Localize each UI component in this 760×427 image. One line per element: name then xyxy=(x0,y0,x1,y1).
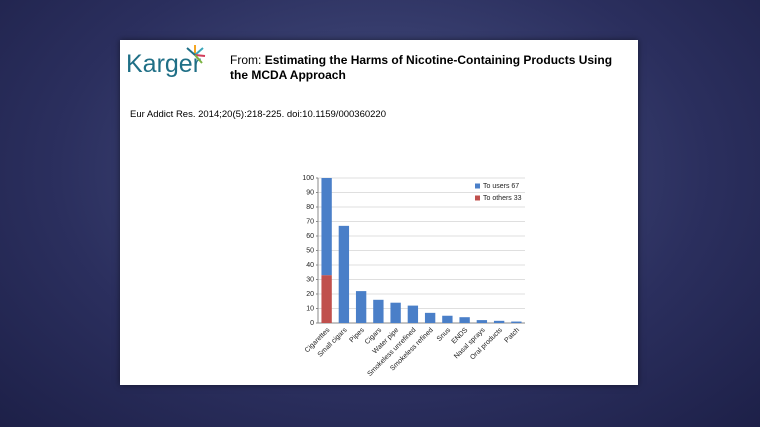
logo: Karger xyxy=(126,45,206,79)
heading: From: Estimating the Harms of Nicotine-C… xyxy=(230,53,630,83)
y-tick-label: 80 xyxy=(306,204,314,211)
bar xyxy=(424,312,436,323)
y-tick-label: 70 xyxy=(306,218,314,225)
y-tick-label: 50 xyxy=(306,247,314,254)
bar xyxy=(373,299,384,323)
bar xyxy=(338,225,350,323)
from-label: From: xyxy=(230,53,262,67)
bar xyxy=(321,275,332,323)
bar xyxy=(407,305,419,323)
citation: Eur Addict Res. 2014;20(5):218-225. doi:… xyxy=(130,109,386,120)
bar xyxy=(390,302,401,323)
legend-swatch xyxy=(475,183,480,189)
y-tick-label: 40 xyxy=(306,262,314,269)
y-tick-label: 60 xyxy=(306,233,314,240)
bar xyxy=(355,291,367,323)
logo-text: Karger xyxy=(126,50,202,78)
y-tick-label: 90 xyxy=(306,189,314,196)
y-tick-label: 20 xyxy=(306,291,314,298)
y-tick-label: 10 xyxy=(306,305,314,312)
x-tick-label: Oral products xyxy=(469,326,504,361)
bar xyxy=(476,320,488,323)
slide-card: Karger From: Estimating the Harms of Nic… xyxy=(120,40,638,385)
bar xyxy=(511,321,522,323)
legend-label: To users 67 xyxy=(483,183,519,190)
bar xyxy=(442,315,453,323)
y-tick-label: 100 xyxy=(302,175,314,182)
bar xyxy=(321,178,332,276)
legend-label: To others 33 xyxy=(483,195,522,202)
bar xyxy=(459,317,470,323)
article-title: Estimating the Harms of Nicotine-Contain… xyxy=(230,53,613,82)
y-tick-label: 30 xyxy=(306,276,314,283)
bar xyxy=(493,320,505,323)
y-tick-label: 0 xyxy=(310,320,314,327)
logo-mark xyxy=(186,45,206,64)
x-tick-label: Patch xyxy=(503,327,521,345)
legend-swatch xyxy=(475,195,480,201)
